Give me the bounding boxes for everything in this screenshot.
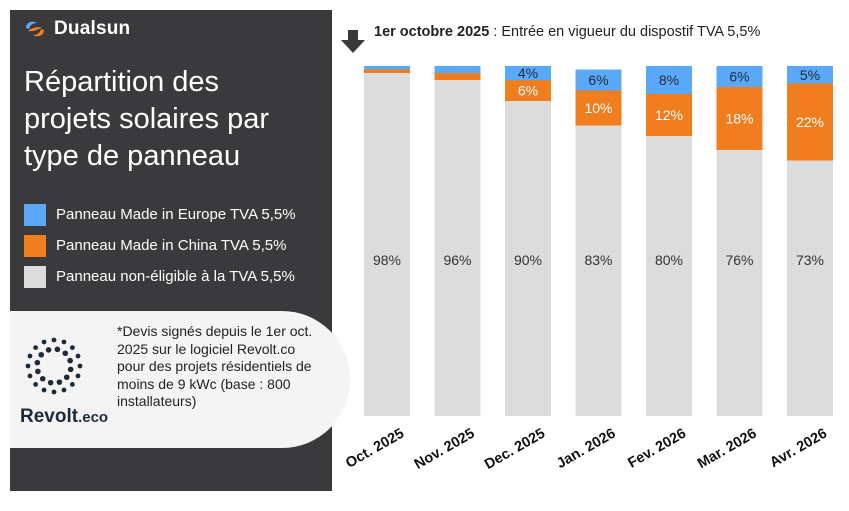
bar-segment <box>716 66 763 87</box>
legend-label: Panneau non-éligible à la TVA 5,5% <box>56 268 295 285</box>
revolt-logo-dot <box>69 345 75 351</box>
revolt-logo-dot <box>34 359 41 366</box>
bar-segment <box>434 73 481 80</box>
x-tick-label: Mar. 2026 <box>695 426 760 473</box>
revolt-logo-dot <box>56 379 63 385</box>
data-label: 73% <box>796 252 824 268</box>
data-label: 83% <box>584 252 612 268</box>
bar-segment <box>434 66 481 73</box>
data-label: 6% <box>588 72 608 88</box>
bar-segment <box>505 101 551 416</box>
bar-segment <box>434 80 481 416</box>
legend-label: Panneau Made in Europe TVA 5,5% <box>56 206 296 223</box>
data-label: 76% <box>725 252 753 268</box>
brand-name: Dualsun <box>54 18 131 39</box>
revolt-logo-dot <box>77 363 83 369</box>
data-label: 8% <box>659 72 679 88</box>
data-label: 98% <box>373 252 401 268</box>
x-tick-label: Oct. 2025 <box>343 426 407 472</box>
revolt-logo-dot <box>45 347 52 353</box>
revolt-logo-dot <box>75 353 81 359</box>
revolt-logo-dot <box>51 337 57 343</box>
bar-segment <box>646 94 692 136</box>
revolt-logo-dot <box>35 368 41 375</box>
revolt-logo-dot <box>67 357 73 364</box>
legend-item-china: Panneau Made in China TVA 5,5% <box>24 233 296 258</box>
revolt-name: Revolt <box>20 406 79 427</box>
data-label: 4% <box>518 65 538 81</box>
bar-segment <box>716 150 763 416</box>
bar-segment <box>646 66 692 94</box>
bar-segment <box>364 66 410 70</box>
bar-segment <box>787 160 833 416</box>
x-tick-label: Jan. 2026 <box>554 426 619 473</box>
revolt-logo-dot <box>51 389 57 395</box>
revolt-logo-dot <box>62 350 69 357</box>
data-label: 6% <box>729 69 749 85</box>
revolt-logo-dot <box>54 346 61 353</box>
event-text: : Entrée en vigueur du dispostif TVA 5,5… <box>489 24 761 40</box>
data-label: 18% <box>725 111 753 127</box>
data-label: 5% <box>800 67 820 83</box>
legend-swatch <box>24 234 46 257</box>
x-tick-label: Fev. 2026 <box>625 426 689 472</box>
revolt-logo-dot <box>25 363 31 369</box>
bar-segment <box>575 69 622 91</box>
bar-segment <box>575 90 622 126</box>
x-tick-label: Nov. 2025 <box>412 426 478 473</box>
revolt-tld: .eco <box>78 409 109 426</box>
revolt-logo-dot <box>75 373 81 379</box>
data-label: 90% <box>514 252 542 268</box>
bar-segment <box>364 69 410 73</box>
brand: Dualsun <box>24 18 130 40</box>
legend-swatch <box>24 203 46 226</box>
event-annotation: 1er octobre 2025 : Entrée en vigueur du … <box>374 24 760 40</box>
bar-segment <box>364 73 410 416</box>
bar-segment <box>575 125 622 416</box>
legend-label: Panneau Made in China TVA 5,5% <box>56 237 287 254</box>
data-label: 80% <box>655 252 683 268</box>
legend-swatch <box>24 265 46 288</box>
dualsun-logo-icon <box>26 21 44 37</box>
data-label: 96% <box>443 252 471 268</box>
bar-segment <box>787 66 833 84</box>
data-label: 22% <box>796 114 824 130</box>
revolt-logo-dot <box>69 381 75 387</box>
revolt-logo-dot <box>33 381 39 387</box>
bar-segment <box>505 66 551 80</box>
revolt-logo-dot <box>41 339 47 345</box>
source-note-text: *Devis signés depuis le 1er oct. 2025 su… <box>117 323 313 409</box>
revolt-logo-dot <box>67 366 74 373</box>
data-label: 6% <box>518 83 538 99</box>
event-date: 1er octobre 2025 <box>374 24 490 40</box>
bar-segment <box>787 83 833 161</box>
bar-segment <box>505 80 551 101</box>
revolt-logo-dot <box>39 375 46 382</box>
data-label: 10% <box>584 100 612 116</box>
x-tick-label: Dec. 2025 <box>482 426 548 473</box>
x-tick-label: Avr. 2026 <box>767 426 830 471</box>
legend-item-non-eligible: Panneau non-éligible à la TVA 5,5% <box>24 264 296 289</box>
revolt-logo-dot <box>47 379 54 386</box>
revolt-logo-dot <box>63 374 70 381</box>
revolt-logo-dot <box>41 387 47 393</box>
legend-item-europe: Panneau Made in Europe TVA 5,5% <box>24 202 296 227</box>
revolt-logo-icon <box>25 337 83 395</box>
revolt-logo-text: Revolt.eco <box>20 406 108 428</box>
revolt-logo-dot <box>61 387 67 393</box>
arrow-down-icon <box>341 30 365 53</box>
bar-segment <box>646 136 692 416</box>
data-label: 12% <box>655 107 683 123</box>
revolt-logo-dot <box>33 345 39 351</box>
revolt-logo-dot <box>38 351 45 358</box>
legend: Panneau Made in Europe TVA 5,5% Panneau … <box>24 202 296 295</box>
revolt-logo-dot <box>61 339 67 345</box>
bar-segment <box>716 87 763 150</box>
revolt-logo-dot <box>27 373 33 379</box>
chart-title: Répartition des projets solaires par typ… <box>24 66 269 172</box>
revolt-logo-dot <box>27 353 33 359</box>
